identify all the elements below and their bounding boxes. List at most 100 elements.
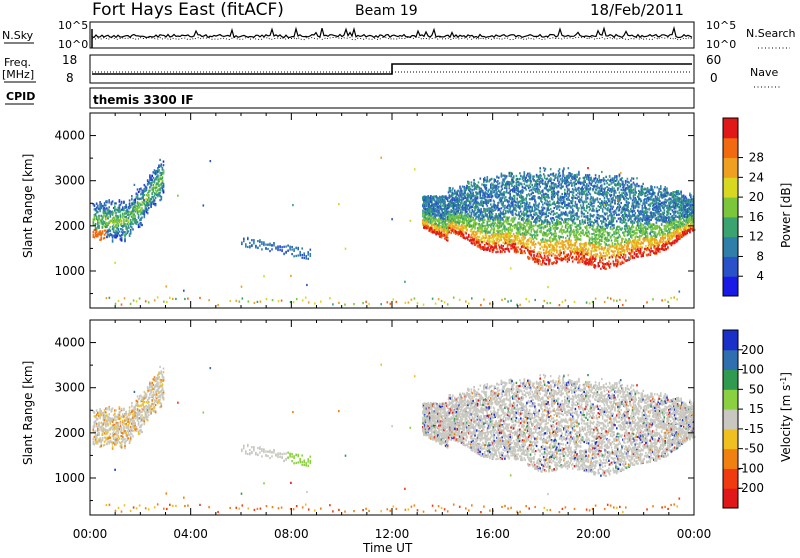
power-cell bbox=[480, 208, 482, 210]
power-cell bbox=[491, 227, 493, 229]
power-cell bbox=[255, 246, 257, 248]
power-cell bbox=[528, 187, 530, 189]
power-cell bbox=[535, 201, 537, 203]
power-cell bbox=[578, 187, 580, 189]
power-cell bbox=[555, 174, 557, 176]
power-cell bbox=[247, 246, 249, 248]
power-cell bbox=[510, 219, 512, 221]
power-cell bbox=[574, 252, 576, 254]
power-cell bbox=[542, 204, 544, 206]
power-cell bbox=[559, 168, 561, 170]
power-cell bbox=[550, 236, 552, 238]
power-cell bbox=[527, 173, 529, 175]
power-cell bbox=[563, 175, 565, 177]
power-cell bbox=[500, 230, 502, 232]
power-cell bbox=[510, 245, 512, 247]
power-cell bbox=[561, 232, 563, 234]
power-cell bbox=[301, 257, 303, 259]
power-cell bbox=[251, 239, 253, 241]
power-cell bbox=[558, 243, 560, 245]
power-cell bbox=[494, 219, 496, 221]
power-cell bbox=[560, 242, 562, 244]
power-cell bbox=[577, 261, 579, 263]
power-cell bbox=[514, 191, 516, 193]
power-cell bbox=[557, 178, 559, 180]
power-cell bbox=[578, 171, 580, 173]
power-cell bbox=[110, 216, 112, 218]
power-cell bbox=[489, 232, 491, 234]
power-cell bbox=[473, 231, 475, 233]
power-cell bbox=[497, 204, 499, 206]
power-cell bbox=[106, 236, 108, 238]
power-cell bbox=[468, 182, 470, 184]
power-cell bbox=[548, 212, 550, 214]
power-cell bbox=[536, 238, 538, 240]
power-cell bbox=[572, 256, 574, 258]
power-cell bbox=[554, 203, 556, 205]
power-cell bbox=[568, 167, 570, 169]
power-cell bbox=[576, 212, 578, 214]
power-cell bbox=[524, 226, 526, 228]
power-cell bbox=[489, 196, 491, 198]
power-cell bbox=[289, 246, 291, 248]
power-cell bbox=[528, 243, 530, 245]
power-cell bbox=[574, 205, 576, 207]
power-cell bbox=[543, 249, 545, 251]
power-cell bbox=[516, 183, 518, 185]
power-cell bbox=[570, 227, 572, 229]
power-cell bbox=[528, 215, 530, 217]
power-cell bbox=[531, 228, 533, 230]
power-cell bbox=[527, 210, 529, 212]
power-cell bbox=[494, 204, 496, 206]
power-cell bbox=[561, 199, 563, 201]
power-cell bbox=[531, 231, 533, 233]
power-cell bbox=[462, 211, 464, 213]
power-cell bbox=[128, 219, 130, 221]
power-cell bbox=[487, 222, 489, 224]
power-cell bbox=[490, 203, 492, 205]
power-cell bbox=[509, 229, 511, 231]
power-cell bbox=[573, 214, 575, 216]
power-cell bbox=[122, 234, 124, 236]
power-cell bbox=[527, 246, 529, 248]
power-cell bbox=[105, 210, 107, 212]
power-cell bbox=[450, 232, 452, 234]
power-cell bbox=[465, 237, 467, 239]
power-cell bbox=[487, 178, 489, 180]
power-cell bbox=[565, 221, 567, 223]
power-cell bbox=[575, 175, 577, 177]
power-cell bbox=[488, 224, 490, 226]
power-cell bbox=[502, 188, 504, 190]
power-cell bbox=[556, 208, 558, 210]
power-cell bbox=[150, 203, 152, 205]
power-cell bbox=[520, 193, 522, 195]
power-cell bbox=[578, 196, 580, 198]
power-cell bbox=[442, 208, 444, 210]
power-cell bbox=[93, 222, 95, 224]
power-cell bbox=[518, 218, 520, 220]
power-cell bbox=[94, 204, 96, 206]
power-cell bbox=[559, 218, 561, 220]
power-cell bbox=[283, 253, 285, 255]
power-cell bbox=[307, 258, 309, 260]
power-cell bbox=[546, 185, 548, 187]
power-cell bbox=[543, 252, 545, 254]
power-cell bbox=[459, 206, 461, 208]
power-cell bbox=[487, 231, 489, 233]
power-cell bbox=[500, 219, 502, 221]
power-cell bbox=[531, 180, 533, 182]
power-cell bbox=[310, 249, 312, 251]
power-cell bbox=[537, 179, 539, 181]
power-cell bbox=[560, 175, 562, 177]
power-cell bbox=[563, 248, 565, 250]
power-cell bbox=[561, 193, 563, 195]
power-cell bbox=[575, 244, 577, 246]
power-cell bbox=[571, 173, 573, 175]
power-cell bbox=[163, 186, 165, 188]
power-cell bbox=[568, 193, 570, 195]
power-cell bbox=[484, 179, 486, 181]
power-cell bbox=[535, 224, 537, 226]
power-cell bbox=[285, 246, 287, 248]
power-cell bbox=[439, 220, 441, 222]
